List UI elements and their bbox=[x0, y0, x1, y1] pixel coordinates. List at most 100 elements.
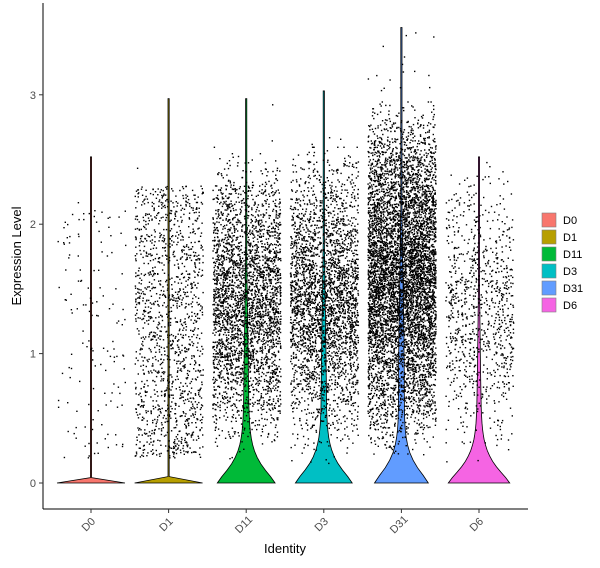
data-point bbox=[248, 350, 250, 353]
data-point bbox=[187, 398, 189, 400]
data-point bbox=[267, 371, 270, 374]
data-point bbox=[229, 257, 231, 259]
data-point bbox=[64, 221, 66, 223]
data-point bbox=[224, 344, 226, 346]
data-point bbox=[198, 303, 201, 305]
data-point bbox=[268, 383, 270, 385]
data-point bbox=[276, 251, 278, 254]
data-point bbox=[167, 198, 169, 201]
data-point bbox=[165, 194, 167, 196]
data-point bbox=[190, 303, 192, 305]
data-point bbox=[227, 355, 230, 357]
data-point bbox=[134, 285, 137, 287]
data-point bbox=[351, 357, 354, 359]
data-point bbox=[194, 451, 196, 453]
data-point bbox=[243, 332, 246, 335]
data-point bbox=[142, 455, 145, 457]
data-point bbox=[213, 261, 215, 264]
data-point bbox=[152, 286, 154, 289]
data-point bbox=[258, 329, 261, 331]
data-point bbox=[151, 372, 153, 374]
data-point bbox=[173, 427, 175, 429]
data-point bbox=[241, 295, 243, 297]
data-point bbox=[266, 175, 268, 177]
data-point bbox=[229, 229, 231, 231]
data-point bbox=[256, 271, 258, 273]
data-point bbox=[134, 287, 137, 289]
data-point bbox=[160, 335, 162, 337]
data-point bbox=[172, 394, 174, 396]
data-point bbox=[163, 234, 165, 237]
data-point bbox=[245, 316, 248, 318]
data-point bbox=[356, 368, 359, 370]
data-point bbox=[194, 327, 196, 329]
data-point bbox=[237, 313, 240, 315]
data-point bbox=[217, 315, 219, 318]
data-point bbox=[147, 360, 149, 363]
data-point bbox=[272, 418, 275, 420]
data-point bbox=[186, 442, 188, 444]
data-point bbox=[150, 295, 153, 297]
data-point bbox=[82, 330, 84, 332]
data-point bbox=[246, 407, 248, 409]
data-point bbox=[227, 288, 229, 290]
data-point bbox=[154, 241, 156, 243]
data-point bbox=[356, 314, 358, 316]
data-point bbox=[279, 224, 281, 226]
data-point bbox=[152, 320, 155, 322]
data-point bbox=[213, 382, 215, 384]
data-point bbox=[268, 180, 270, 183]
data-point bbox=[141, 204, 143, 206]
data-point bbox=[76, 308, 78, 310]
data-point bbox=[260, 380, 262, 382]
data-point bbox=[225, 347, 227, 349]
data-point bbox=[194, 401, 197, 403]
data-point bbox=[276, 169, 278, 172]
data-point bbox=[241, 267, 243, 270]
data-point bbox=[165, 216, 168, 219]
data-point bbox=[248, 316, 250, 318]
data-point bbox=[235, 417, 237, 419]
data-point bbox=[212, 250, 214, 252]
data-point bbox=[218, 334, 221, 337]
data-point bbox=[163, 264, 165, 266]
data-point bbox=[144, 237, 146, 240]
data-point bbox=[252, 355, 254, 357]
data-point bbox=[269, 267, 271, 270]
data-point bbox=[151, 275, 154, 277]
data-point bbox=[267, 433, 270, 436]
data-point bbox=[181, 272, 184, 275]
data-point bbox=[158, 305, 160, 307]
data-point bbox=[159, 236, 161, 239]
data-point bbox=[153, 272, 155, 274]
data-point bbox=[220, 377, 223, 379]
data-point bbox=[309, 392, 311, 394]
data-point bbox=[57, 399, 60, 402]
data-point bbox=[181, 336, 183, 339]
data-point bbox=[275, 339, 277, 341]
data-point bbox=[268, 381, 270, 383]
data-point bbox=[214, 269, 216, 271]
data-point bbox=[213, 146, 216, 148]
data-point bbox=[212, 353, 215, 355]
data-point bbox=[246, 240, 249, 243]
data-point bbox=[234, 327, 236, 330]
data-point bbox=[237, 310, 239, 312]
data-point bbox=[186, 258, 188, 260]
data-point bbox=[215, 350, 217, 352]
data-point bbox=[254, 371, 256, 374]
data-point bbox=[278, 206, 281, 208]
data-point bbox=[218, 294, 220, 297]
data-point bbox=[142, 406, 144, 408]
data-point bbox=[220, 173, 223, 175]
data-point bbox=[290, 446, 292, 449]
data-point bbox=[258, 279, 260, 282]
data-point bbox=[254, 337, 256, 339]
data-point bbox=[200, 332, 203, 334]
data-point bbox=[219, 374, 221, 376]
data-point bbox=[241, 369, 244, 371]
data-point bbox=[180, 436, 183, 439]
data-point bbox=[146, 240, 148, 242]
data-point bbox=[263, 389, 265, 391]
data-point bbox=[232, 337, 234, 339]
